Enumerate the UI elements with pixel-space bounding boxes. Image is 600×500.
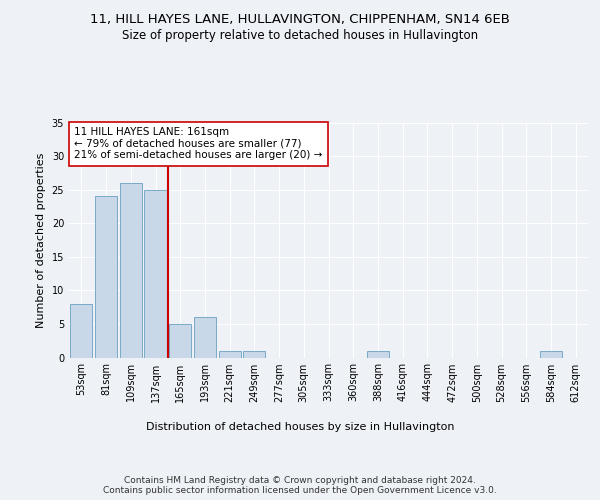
Text: Distribution of detached houses by size in Hullavington: Distribution of detached houses by size … [146,422,454,432]
Bar [70,304,92,358]
Text: Size of property relative to detached houses in Hullavington: Size of property relative to detached ho… [122,29,478,42]
Text: 11, HILL HAYES LANE, HULLAVINGTON, CHIPPENHAM, SN14 6EB: 11, HILL HAYES LANE, HULLAVINGTON, CHIPP… [90,12,510,26]
Bar [367,351,389,358]
Bar [194,317,216,358]
Bar [119,183,142,358]
Bar [145,190,167,358]
Bar [95,196,117,358]
Text: 11 HILL HAYES LANE: 161sqm
← 79% of detached houses are smaller (77)
21% of semi: 11 HILL HAYES LANE: 161sqm ← 79% of deta… [74,127,323,160]
Bar [243,351,265,358]
Y-axis label: Number of detached properties: Number of detached properties [36,152,46,328]
Bar [169,324,191,358]
Text: Contains HM Land Registry data © Crown copyright and database right 2024.
Contai: Contains HM Land Registry data © Crown c… [103,476,497,495]
Bar [540,351,562,358]
Bar [218,351,241,358]
